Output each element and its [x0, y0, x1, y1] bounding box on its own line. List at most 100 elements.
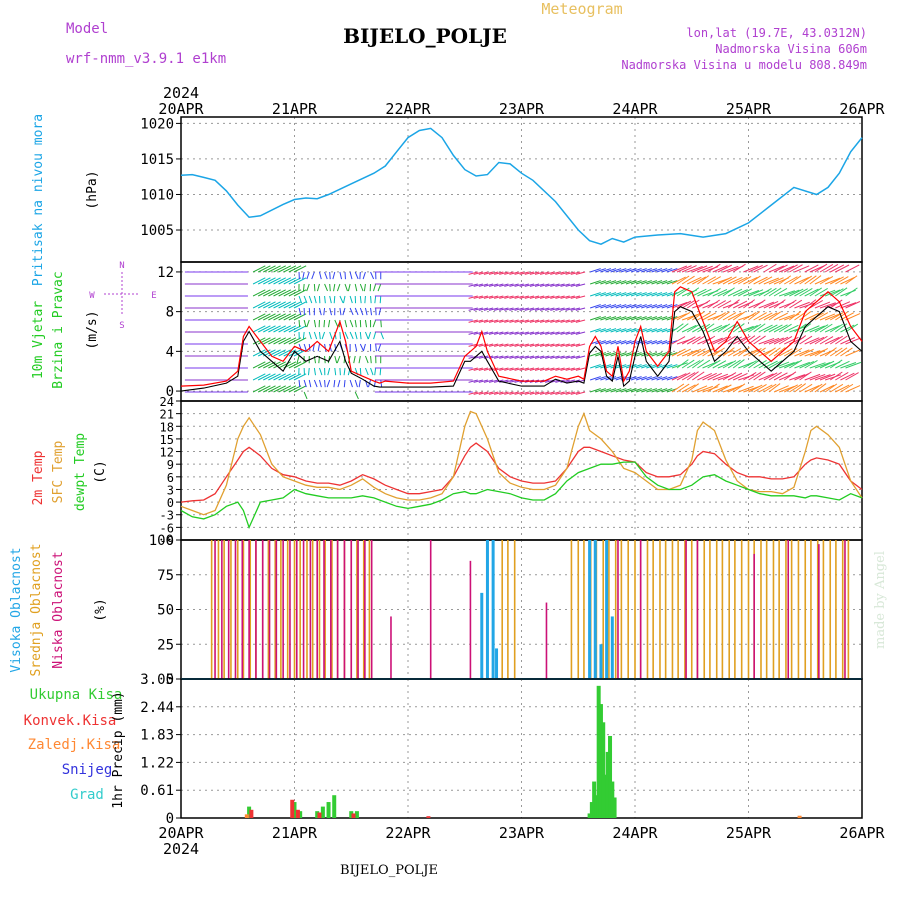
cloud-ytick-label: 25 — [157, 637, 174, 653]
wind-arrow — [625, 280, 637, 285]
wind-arrow — [809, 300, 823, 309]
wind-arrow — [263, 337, 276, 345]
wind-arrow — [697, 265, 713, 273]
wind-arrow — [784, 264, 798, 273]
wind-arrow — [738, 385, 754, 393]
wind-arrow — [743, 290, 760, 297]
wind-arrow — [712, 385, 728, 393]
wind-arrow — [560, 295, 570, 299]
wind-arrow — [550, 307, 560, 311]
wind-arrow — [717, 276, 732, 285]
wind-arrow — [732, 383, 746, 393]
wind-arrow — [560, 319, 570, 323]
cloud-side-label-1: Visoka Oblacnost — [9, 547, 24, 672]
wind-arrow — [334, 343, 337, 352]
wind-arrow — [595, 268, 606, 273]
wind-arrow — [257, 313, 271, 321]
wind-arrow — [550, 331, 560, 335]
wind-arrow — [819, 289, 836, 297]
wind-arrow — [339, 367, 341, 376]
wind-arrow — [773, 312, 789, 321]
wind-arrow — [789, 374, 806, 381]
wind-arrow — [778, 323, 792, 333]
precip-bar-total — [332, 795, 337, 818]
wind-arrow — [359, 367, 362, 376]
temp-ytick-label: 9 — [167, 458, 174, 472]
wind-arrow — [370, 355, 372, 364]
wind-arrow — [570, 283, 581, 287]
wind-arrow — [268, 385, 281, 393]
wind-arrow — [778, 348, 793, 357]
wind-arrow — [835, 264, 850, 273]
wind-arrow — [514, 307, 524, 311]
wind-arrow — [377, 283, 382, 292]
wind-arrow — [656, 376, 668, 381]
wind-arrow — [845, 361, 862, 369]
precip-ytick-label: 1.22 — [140, 755, 174, 771]
wind-arrow — [707, 288, 721, 297]
wind-arrow — [504, 331, 514, 335]
wind-arrow — [676, 275, 690, 285]
pressure-ytick-label: 1020 — [140, 116, 174, 132]
wind-arrow — [753, 371, 766, 381]
wind-arrow — [473, 271, 484, 275]
wind-arrow — [499, 319, 509, 323]
wind-arrow — [524, 283, 535, 287]
temp-ytick-label: 12 — [160, 446, 174, 460]
wind-arrow — [784, 313, 800, 321]
wind-arrow — [257, 289, 271, 297]
wind-arrow — [483, 307, 494, 311]
wind-arrow — [829, 359, 843, 369]
wind-arrow — [488, 343, 499, 347]
wind-arrow — [499, 271, 509, 275]
wind-arrow — [534, 271, 545, 275]
wind-arrow — [370, 307, 373, 316]
wind-arrow — [727, 276, 743, 285]
wind-arrow — [773, 324, 788, 333]
wind-arrow — [324, 295, 326, 304]
wind-arrow — [268, 277, 281, 285]
wind-arrow — [610, 316, 622, 321]
wind-arrow — [483, 331, 494, 335]
precip-bar-total — [320, 806, 325, 818]
wind-arrow — [600, 340, 612, 345]
wind-arrow — [252, 385, 266, 393]
wind-arrow — [824, 383, 838, 393]
wind-arrow — [758, 384, 773, 393]
wind-arrow — [473, 367, 484, 371]
wind-arrow — [575, 319, 586, 323]
wind-arrow — [263, 277, 276, 285]
wind-arrow — [359, 331, 362, 340]
wind-arrow — [354, 379, 358, 388]
wind-arrow — [738, 275, 752, 285]
wind-arrow — [478, 355, 489, 359]
wind-arrow — [539, 271, 550, 275]
wind-arrow — [349, 295, 353, 304]
wind-arrow — [610, 268, 622, 273]
wind-arrow — [799, 275, 813, 285]
wind-arrow — [681, 372, 696, 381]
temp-ytick-label: 6 — [167, 471, 174, 485]
wind-arrow — [743, 324, 758, 333]
wind-arrow — [605, 316, 617, 321]
precip-ytick-label: 2.44 — [140, 700, 174, 716]
wind-arrow — [707, 383, 720, 393]
wind-arrow — [468, 307, 478, 311]
wind-speed-red — [180, 286, 863, 387]
wind-arrow — [509, 271, 519, 275]
cloud-ytick-label: 50 — [157, 603, 174, 619]
wind-arrow — [278, 265, 292, 273]
wind-arrow — [829, 323, 844, 333]
precip-bar-total — [298, 811, 303, 818]
wind-arrow — [263, 265, 276, 273]
wind-arrow — [324, 343, 327, 352]
wind-arrow — [789, 288, 804, 297]
wind-arrow — [555, 367, 565, 371]
wind-arrow — [661, 328, 673, 333]
wind-arrow — [555, 355, 565, 359]
wind-arrow — [565, 343, 575, 347]
wind-arrow — [651, 328, 663, 333]
wind-arrow — [283, 325, 297, 333]
wind-arrow — [329, 331, 333, 340]
wind-arrow — [565, 355, 575, 359]
